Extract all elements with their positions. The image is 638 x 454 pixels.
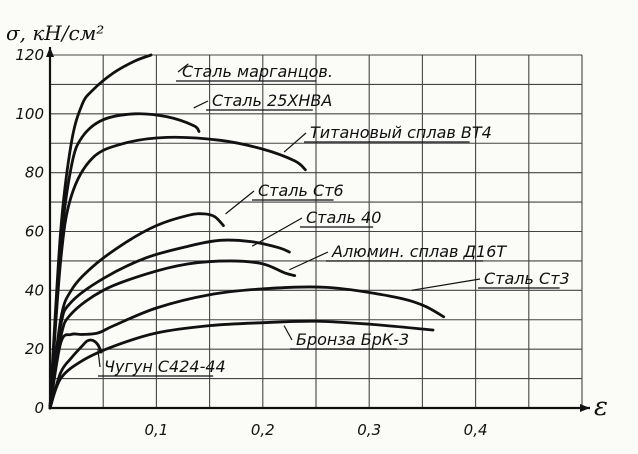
series-label: Бронза БрК-3	[296, 330, 409, 349]
series-label: Алюмин. сплав Д16Т	[331, 242, 507, 261]
series-line	[48, 259, 297, 410]
series-label: Сталь 25ХНВА	[212, 91, 332, 110]
label-leader	[97, 349, 101, 368]
label-leader	[283, 132, 307, 153]
y-axis-arrow	[46, 47, 54, 57]
y-axis-label: σ, кН/см²	[6, 21, 104, 45]
y-tick-label: 0	[34, 399, 44, 417]
series-line	[48, 212, 225, 410]
x-tick-label: 0,1	[144, 421, 168, 439]
series-labels: Сталь марганцов. Сталь 25ХНВА Титановый сп…	[97, 62, 570, 377]
series-label: Сталь марганцов.	[182, 62, 333, 81]
y-tick-label: 100	[15, 105, 44, 123]
series-line	[48, 112, 201, 410]
x-tick-label: 0,4	[464, 421, 488, 439]
label-leader	[177, 63, 189, 73]
y-tick-label: 80	[25, 164, 44, 182]
series-line	[48, 238, 291, 410]
label-leader	[225, 190, 255, 215]
x-axis-arrow	[580, 404, 590, 412]
label-leader	[411, 278, 481, 291]
label-leader	[289, 251, 329, 271]
y-tick-label: 60	[25, 223, 44, 241]
label-leader	[193, 100, 209, 109]
y-tick-label: 20	[25, 340, 44, 358]
series-label: Сталь Ст6	[258, 181, 344, 200]
series-line	[48, 135, 307, 410]
series-label: Титановый сплав ВТ4	[310, 123, 492, 142]
series-label: Сталь 40	[306, 208, 381, 227]
y-tick-label: 120	[15, 46, 44, 64]
series-line	[48, 319, 435, 410]
y-tick-label: 40	[25, 281, 44, 299]
label-leader	[283, 325, 293, 341]
series-label: Чугун С424-44	[104, 357, 226, 376]
series-line	[48, 338, 103, 410]
series-label: Сталь Ст3	[484, 269, 570, 288]
curves	[48, 53, 446, 410]
axes: 0 20 40 60 80 100 120 0,1 0,2 0,3 0,4	[15, 46, 590, 439]
x-axis-label: ε	[594, 392, 608, 422]
x-tick-label: 0,2	[251, 421, 275, 439]
x-tick-label: 0,3	[357, 421, 381, 439]
label-leader	[251, 217, 303, 247]
series-line	[48, 285, 446, 410]
